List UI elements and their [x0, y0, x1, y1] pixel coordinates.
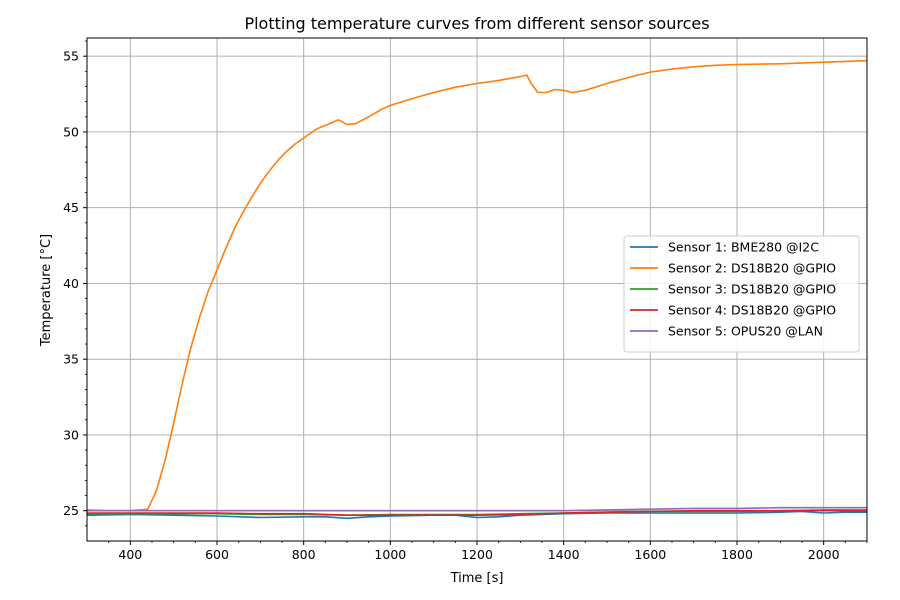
- x-tick-label: 1000: [374, 547, 406, 562]
- y-tick-label: 45: [63, 200, 79, 215]
- legend-label: Sensor 2: DS18B20 @GPIO: [668, 261, 836, 276]
- x-axis-label: Time [s]: [450, 571, 504, 586]
- chart-title: Plotting temperature curves from differe…: [244, 14, 709, 33]
- x-tick-label: 800: [292, 547, 316, 562]
- x-tick-label: 1600: [634, 547, 666, 562]
- x-tick-label: 400: [118, 547, 142, 562]
- y-axis-label: Temperature [°C]: [39, 234, 54, 347]
- x-tick-label: 1200: [461, 547, 493, 562]
- legend-label: Sensor 4: DS18B20 @GPIO: [668, 303, 836, 318]
- legend: Sensor 1: BME280 @I2C Sensor 2: DS18B20 @…: [624, 236, 859, 352]
- y-tick-label: 25: [63, 503, 79, 518]
- y-tick-label: 55: [63, 49, 79, 64]
- x-tick-label: 1800: [721, 547, 753, 562]
- y-tick-label: 50: [63, 124, 79, 139]
- legend-label: Sensor 5: OPUS20 @LAN: [668, 324, 823, 339]
- legend-label: Sensor 3: DS18B20 @GPIO: [668, 282, 836, 297]
- y-tick-label: 35: [63, 352, 79, 367]
- legend-label: Sensor 1: BME280 @I2C: [668, 240, 819, 255]
- x-tick-label: 2000: [808, 547, 840, 562]
- x-tick-label: 600: [205, 547, 229, 562]
- y-tick-label: 30: [63, 427, 79, 442]
- y-tick-label: 40: [63, 276, 79, 291]
- x-tick-label: 1400: [548, 547, 580, 562]
